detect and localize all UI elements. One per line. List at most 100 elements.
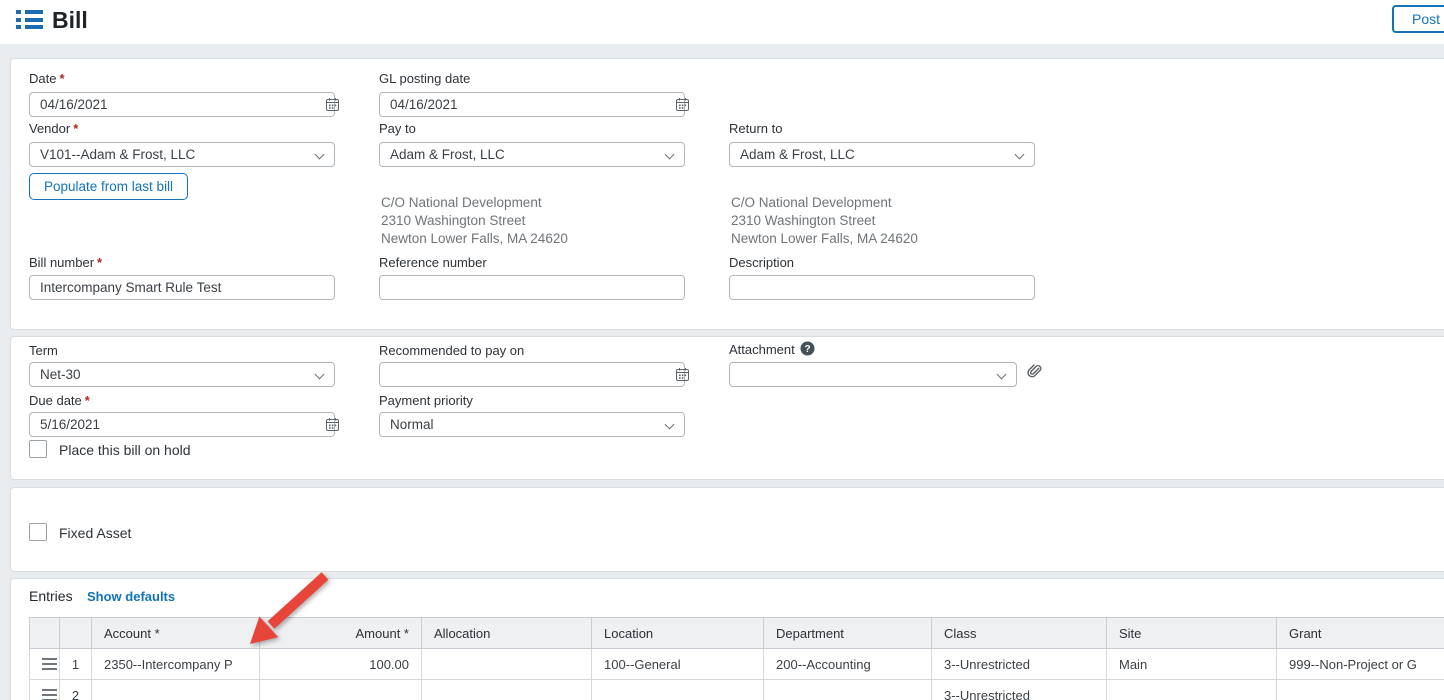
vendor-label: Vendor * bbox=[29, 121, 79, 136]
amount-cell[interactable] bbox=[259, 679, 422, 700]
post-button[interactable]: Post & bbox=[1392, 5, 1444, 33]
entries-section: Entries Show defaults Account * Amount *… bbox=[10, 578, 1444, 700]
table-row: 1 2350--Intercompany P 100.00 100--Gener… bbox=[29, 648, 1444, 680]
drag-handle-cell[interactable] bbox=[29, 648, 60, 680]
row-number-cell: 2 bbox=[59, 679, 92, 700]
due-date-label: Due date * bbox=[29, 393, 90, 408]
location-cell[interactable] bbox=[591, 679, 764, 700]
class-cell[interactable]: 3--Unrestricted bbox=[931, 679, 1107, 700]
fixed-asset-checkbox-label: Fixed Asset bbox=[59, 525, 132, 541]
row-number-cell: 1 bbox=[59, 648, 92, 680]
department-cell[interactable] bbox=[763, 679, 932, 700]
term-label: Term bbox=[29, 343, 58, 358]
help-icon[interactable]: ? bbox=[800, 341, 815, 359]
return-to-value: Adam & Frost, LLC bbox=[740, 147, 855, 162]
return-to-address: C/O National Development 2310 Washington… bbox=[731, 194, 918, 248]
class-cell[interactable]: 3--Unrestricted bbox=[931, 648, 1107, 680]
account-cell[interactable]: 2350--Intercompany P bbox=[91, 648, 260, 680]
bill-number-input[interactable] bbox=[29, 275, 335, 300]
column-header-department: Department bbox=[763, 617, 932, 649]
required-asterisk: * bbox=[84, 393, 90, 408]
table-header-row: Account * Amount * Allocation Location D… bbox=[29, 617, 1444, 649]
drag-handle-icon[interactable] bbox=[42, 689, 57, 700]
description-label: Description bbox=[729, 255, 795, 270]
chevron-down-icon bbox=[664, 419, 675, 430]
location-cell[interactable]: 100--General bbox=[591, 648, 764, 680]
drag-handle-icon[interactable] bbox=[42, 658, 57, 670]
pay-to-select[interactable]: Adam & Frost, LLC bbox=[379, 142, 685, 167]
hold-checkbox[interactable] bbox=[29, 440, 47, 458]
svg-text:?: ? bbox=[804, 344, 810, 355]
grant-cell[interactable] bbox=[1276, 679, 1444, 700]
fixed-asset-section: Fixed Asset bbox=[10, 487, 1444, 572]
entries-title: Entries bbox=[29, 588, 73, 604]
recommended-pay-label: Recommended to pay on bbox=[379, 343, 525, 358]
description-input[interactable] bbox=[729, 275, 1035, 300]
return-to-select[interactable]: Adam & Frost, LLC bbox=[729, 142, 1035, 167]
payment-priority-select[interactable]: Normal bbox=[379, 412, 685, 437]
date-label: Date * bbox=[29, 71, 65, 86]
date-input[interactable] bbox=[29, 92, 335, 117]
chevron-down-icon bbox=[314, 369, 325, 380]
populate-from-last-bill-button[interactable]: Populate from last bill bbox=[29, 173, 189, 200]
chevron-down-icon bbox=[996, 369, 1007, 380]
site-cell[interactable] bbox=[1106, 679, 1277, 700]
site-cell[interactable]: Main bbox=[1106, 648, 1277, 680]
column-header-site: Site bbox=[1106, 617, 1277, 649]
pay-to-address: C/O National Development 2310 Washington… bbox=[381, 194, 568, 248]
attachment-select[interactable] bbox=[729, 362, 1017, 387]
bill-number-label: Bill number * bbox=[29, 255, 103, 270]
bill-info-section: Date* GL posting date Vendor* V101--Adam… bbox=[10, 58, 1444, 330]
payment-priority-label: Payment priority bbox=[379, 393, 473, 408]
attachment-label: Attachment? bbox=[729, 341, 815, 359]
address-line: 2310 Washington Street bbox=[381, 213, 526, 228]
allocation-cell[interactable] bbox=[421, 679, 592, 700]
allocation-cell[interactable] bbox=[421, 648, 592, 680]
top-bar: Bill Post & bbox=[0, 0, 1444, 44]
calendar-icon[interactable] bbox=[325, 417, 1444, 437]
due-date-input[interactable] bbox=[29, 412, 335, 437]
required-asterisk: * bbox=[97, 255, 103, 270]
vendor-select[interactable]: V101--Adam & Frost, LLC bbox=[29, 142, 335, 167]
column-header-amount: Amount * bbox=[259, 617, 422, 649]
hold-checkbox-label: Place this bill on hold bbox=[59, 442, 191, 458]
fixed-asset-checkbox[interactable] bbox=[29, 523, 47, 541]
calendar-icon[interactable] bbox=[675, 97, 1444, 117]
term-value: Net-30 bbox=[40, 367, 81, 382]
pay-to-value: Adam & Frost, LLC bbox=[390, 147, 505, 162]
menu-list-icon[interactable] bbox=[16, 10, 43, 33]
gl-posting-date-label: GL posting date bbox=[379, 71, 471, 86]
required-asterisk: * bbox=[59, 71, 65, 86]
chevron-down-icon bbox=[664, 149, 675, 160]
show-defaults-link[interactable]: Show defaults bbox=[87, 589, 176, 604]
calendar-icon[interactable] bbox=[325, 97, 1444, 117]
chevron-down-icon bbox=[1014, 149, 1025, 160]
grant-cell[interactable]: 999--Non-Project or G bbox=[1276, 648, 1444, 680]
account-cell[interactable] bbox=[91, 679, 260, 700]
column-header-grant: Grant bbox=[1276, 617, 1444, 649]
term-select[interactable]: Net-30 bbox=[29, 362, 335, 387]
vendor-value: V101--Adam & Frost, LLC bbox=[40, 147, 196, 162]
table-row: 2 3--Unrestricted bbox=[29, 679, 1444, 700]
required-asterisk: * bbox=[73, 121, 79, 136]
paperclip-icon[interactable] bbox=[1025, 363, 1045, 388]
chevron-down-icon bbox=[314, 149, 325, 160]
page-title: Bill bbox=[52, 7, 88, 33]
reference-number-label: Reference number bbox=[379, 255, 487, 270]
reference-number-input[interactable] bbox=[379, 275, 685, 300]
recommended-pay-input[interactable] bbox=[379, 362, 685, 387]
calendar-icon[interactable] bbox=[675, 367, 1444, 387]
address-line: C/O National Development bbox=[381, 195, 542, 210]
column-header-class: Class bbox=[931, 617, 1107, 649]
pay-to-label: Pay to bbox=[379, 121, 416, 136]
drag-column-header bbox=[29, 617, 60, 649]
gl-posting-date-input[interactable] bbox=[379, 92, 685, 117]
address-line: 2310 Washington Street bbox=[731, 213, 876, 228]
address-line: C/O National Development bbox=[731, 195, 892, 210]
drag-handle-cell[interactable] bbox=[29, 679, 60, 700]
column-header-allocation: Allocation bbox=[421, 617, 592, 649]
payment-priority-value: Normal bbox=[390, 417, 434, 432]
row-number-header bbox=[59, 617, 92, 649]
department-cell[interactable]: 200--Accounting bbox=[763, 648, 932, 680]
amount-cell[interactable]: 100.00 bbox=[259, 648, 422, 680]
